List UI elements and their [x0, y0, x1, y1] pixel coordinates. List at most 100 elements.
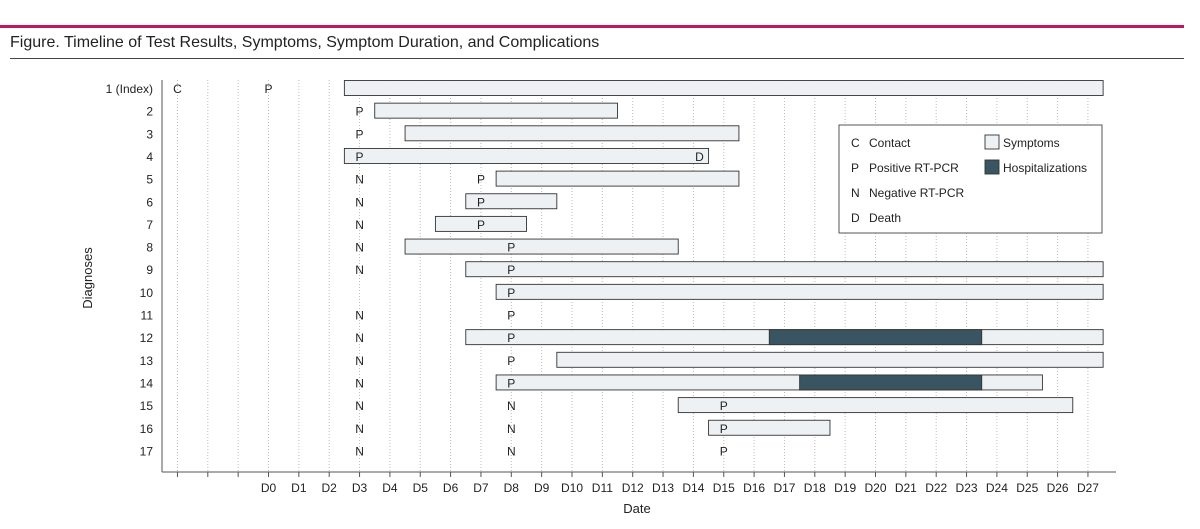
row-label: 1 (Index)	[106, 82, 153, 96]
test-marker: P	[507, 241, 515, 255]
symptom-bar	[556, 351, 1104, 368]
test-marker: N	[355, 263, 364, 277]
test-marker: N	[355, 195, 364, 209]
test-marker: N	[355, 218, 364, 232]
symptom-bar	[495, 170, 740, 187]
test-marker: N	[507, 399, 516, 413]
test-marker: P	[507, 376, 515, 390]
row-label: 14	[140, 376, 154, 390]
x-tick-label: D25	[1016, 481, 1038, 495]
x-tick-label: D14	[682, 481, 704, 495]
test-marker: N	[355, 444, 364, 458]
test-marker: P	[507, 309, 515, 323]
symptom-bar	[434, 215, 527, 232]
legend-swatch-label: Hospitalizations	[1003, 161, 1087, 175]
legend-key-letter: C	[851, 136, 860, 150]
row-label: 11	[141, 309, 154, 323]
x-tick-label: D19	[834, 481, 856, 495]
legend-key-text: Positive RT-PCR	[869, 161, 959, 175]
test-marker: D	[695, 150, 704, 164]
x-tick-label: D27	[1077, 481, 1099, 495]
row-label: 15	[140, 399, 154, 413]
title-divider	[10, 58, 1184, 59]
x-tick-label: D7	[473, 481, 489, 495]
test-marker: N	[355, 399, 364, 413]
test-marker: P	[507, 331, 515, 345]
x-tick-label: D15	[713, 481, 735, 495]
test-marker: N	[355, 354, 364, 368]
symptom-bar	[343, 147, 710, 164]
symptom-bar	[708, 419, 831, 436]
row-label: 13	[140, 354, 154, 368]
x-tick-label: D26	[1047, 481, 1069, 495]
symptom-bar	[677, 397, 1074, 414]
legend-key-letter: P	[851, 161, 859, 175]
test-marker: P	[720, 444, 728, 458]
x-tick-label: D3	[352, 481, 368, 495]
legend-key-text: Contact	[869, 136, 911, 150]
x-tick-label: D22	[925, 481, 947, 495]
x-tick-label: D0	[261, 481, 277, 495]
row-label: 5	[146, 173, 153, 187]
test-marker: N	[355, 173, 364, 187]
x-tick-label: D11	[592, 481, 613, 495]
test-marker: P	[507, 263, 515, 277]
symptom-bar	[374, 102, 618, 119]
test-marker: P	[720, 422, 728, 436]
symptom-bar	[465, 261, 1104, 278]
figure-title: Figure. Timeline of Test Results, Sympto…	[10, 34, 600, 51]
x-tick-label: D24	[986, 481, 1008, 495]
test-marker: P	[477, 195, 485, 209]
symptom-bar	[404, 238, 679, 255]
row-label: 2	[146, 105, 153, 119]
test-marker: P	[356, 150, 364, 164]
x-tick-label: D17	[773, 481, 795, 495]
legend-swatch	[984, 134, 1000, 150]
x-tick-label: D6	[443, 481, 459, 495]
x-tick-label: D12	[622, 481, 644, 495]
row-label: 7	[146, 218, 153, 232]
symptom-bar	[404, 125, 740, 142]
x-tick-label: D23	[956, 481, 978, 495]
x-tick-label: D2	[322, 481, 338, 495]
x-axis-title: Date	[623, 501, 650, 516]
test-marker: N	[507, 444, 516, 458]
x-tick-label: D16	[743, 481, 765, 495]
hospitalization-bar	[799, 374, 983, 391]
x-tick-label: D21	[895, 481, 917, 495]
legend-swatch-label: Symptoms	[1003, 136, 1060, 150]
test-marker: N	[355, 422, 364, 436]
test-marker: P	[356, 105, 364, 119]
row-label: 6	[146, 195, 153, 209]
x-tick-label: D4	[382, 481, 398, 495]
legend-box	[838, 124, 1103, 234]
row-label: 10	[140, 286, 154, 300]
legend-key-text: Negative RT-PCR	[869, 186, 964, 200]
legend-swatch	[984, 159, 1000, 175]
row-label: 17	[140, 444, 154, 458]
row-label: 4	[146, 150, 153, 164]
test-marker: P	[477, 173, 485, 187]
legend-key-letter: N	[851, 186, 860, 200]
y-axis-title: Diagnoses	[80, 247, 95, 309]
hospitalization-bar	[768, 329, 983, 346]
symptom-bar	[495, 283, 1104, 300]
x-tick-label: D13	[652, 481, 674, 495]
test-marker: N	[355, 376, 364, 390]
title-accent-rule	[0, 25, 1184, 28]
test-marker: P	[507, 354, 515, 368]
row-label: 16	[140, 422, 154, 436]
x-tick-label: D9	[534, 481, 550, 495]
row-label: 9	[146, 263, 153, 277]
x-tick-label: D1	[291, 481, 307, 495]
row-label: 12	[140, 331, 154, 345]
test-marker: N	[507, 422, 516, 436]
x-tick-label: D18	[804, 481, 826, 495]
x-tick-label: D5	[413, 481, 429, 495]
row-label: 8	[146, 241, 153, 255]
symptom-bar	[465, 193, 558, 210]
legend-key-letter: D	[851, 211, 860, 225]
x-tick-label: D8	[504, 481, 520, 495]
test-marker: P	[720, 399, 728, 413]
